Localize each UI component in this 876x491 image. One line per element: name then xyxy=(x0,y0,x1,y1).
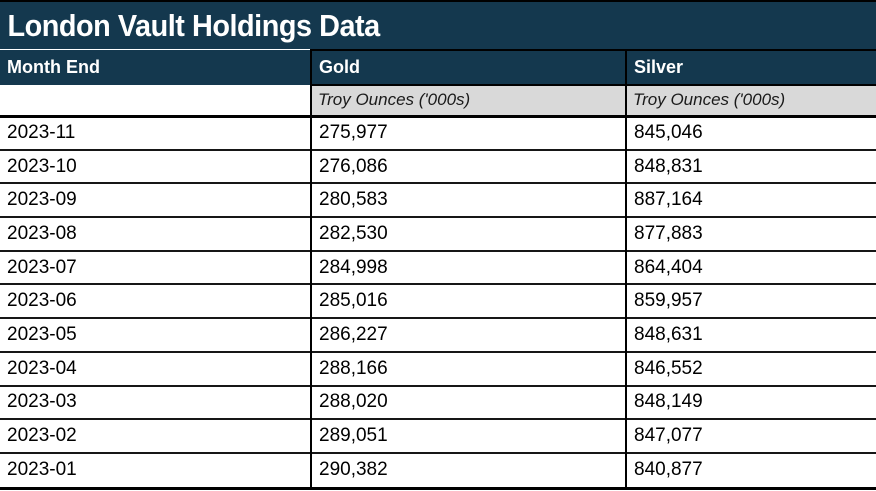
month-end-cell: 2023-06 xyxy=(0,283,311,319)
silver-unit-label: Troy Ounces ('000s) xyxy=(625,84,876,116)
column-header-gold: Gold xyxy=(310,49,626,85)
month-end-cell: 2023-07 xyxy=(0,249,311,285)
column-header-month-end: Month End xyxy=(0,50,311,85)
gold-value-cell: 289,051 xyxy=(310,418,626,453)
silver-value-cell: 840,877 xyxy=(625,451,876,487)
table-row: 2023-05 286,227 848,631 xyxy=(0,317,876,352)
month-end-cell: 2023-02 xyxy=(0,418,311,453)
gold-value-cell: 276,086 xyxy=(310,148,626,184)
table-row: 2023-01 290,382 840,877 xyxy=(0,451,876,487)
table-row: 2023-08 282,530 877,883 xyxy=(0,216,876,251)
gold-value-cell: 290,382 xyxy=(310,451,626,487)
silver-value-cell: 859,957 xyxy=(625,283,876,319)
header-row: Month End Gold Silver xyxy=(0,49,876,85)
gold-value-cell: 282,530 xyxy=(310,216,626,251)
month-end-cell: 2023-10 xyxy=(0,148,311,184)
table-row: 2023-07 284,998 864,404 xyxy=(0,249,876,285)
silver-value-cell: 846,552 xyxy=(625,350,876,386)
month-end-cell: 2023-11 xyxy=(0,114,311,150)
table-row: 2023-10 276,086 848,831 xyxy=(0,148,876,184)
month-end-cell: 2023-04 xyxy=(0,350,311,386)
silver-value-cell: 848,631 xyxy=(625,317,876,352)
month-end-cell: 2023-09 xyxy=(0,182,311,218)
table-row: 2023-04 288,166 846,552 xyxy=(0,350,876,386)
silver-value-cell: 845,046 xyxy=(625,114,876,150)
holdings-table: Month End Gold Silver Troy Ounces ('000s… xyxy=(0,49,876,487)
gold-unit-label: Troy Ounces ('000s) xyxy=(310,84,626,116)
page-title: London Vault Holdings Data xyxy=(7,7,380,43)
gold-value-cell: 285,016 xyxy=(310,283,626,319)
silver-value-cell: 848,149 xyxy=(625,384,876,420)
unit-subheader-row: Troy Ounces ('000s) Troy Ounces ('000s) xyxy=(0,84,876,116)
table-row: 2023-02 289,051 847,077 xyxy=(0,418,876,453)
silver-value-cell: 887,164 xyxy=(625,182,876,218)
table-row: 2023-09 280,583 887,164 xyxy=(0,182,876,218)
table-row: 2023-06 285,016 859,957 xyxy=(0,283,876,319)
gold-value-cell: 288,166 xyxy=(310,350,626,386)
silver-value-cell: 847,077 xyxy=(625,418,876,453)
month-end-cell: 2023-03 xyxy=(0,384,311,420)
month-end-cell: 2023-05 xyxy=(0,317,311,352)
gold-value-cell: 288,020 xyxy=(310,384,626,420)
gold-value-cell: 280,583 xyxy=(310,182,626,218)
column-header-silver: Silver xyxy=(625,49,876,85)
title-bar: London Vault Holdings Data xyxy=(0,0,876,49)
silver-value-cell: 877,883 xyxy=(625,216,876,251)
gold-value-cell: 284,998 xyxy=(310,249,626,285)
silver-value-cell: 864,404 xyxy=(625,249,876,285)
table-row: 2023-03 288,020 848,149 xyxy=(0,384,876,420)
gold-value-cell: 286,227 xyxy=(310,317,626,352)
table-bottom-border xyxy=(0,486,876,491)
silver-value-cell: 848,831 xyxy=(625,148,876,184)
table-row: 2023-11 275,977 845,046 xyxy=(0,114,876,150)
month-end-unit-blank-cell xyxy=(0,85,311,116)
gold-value-cell: 275,977 xyxy=(310,114,626,150)
month-end-cell: 2023-01 xyxy=(0,451,311,487)
month-end-cell: 2023-08 xyxy=(0,216,311,251)
